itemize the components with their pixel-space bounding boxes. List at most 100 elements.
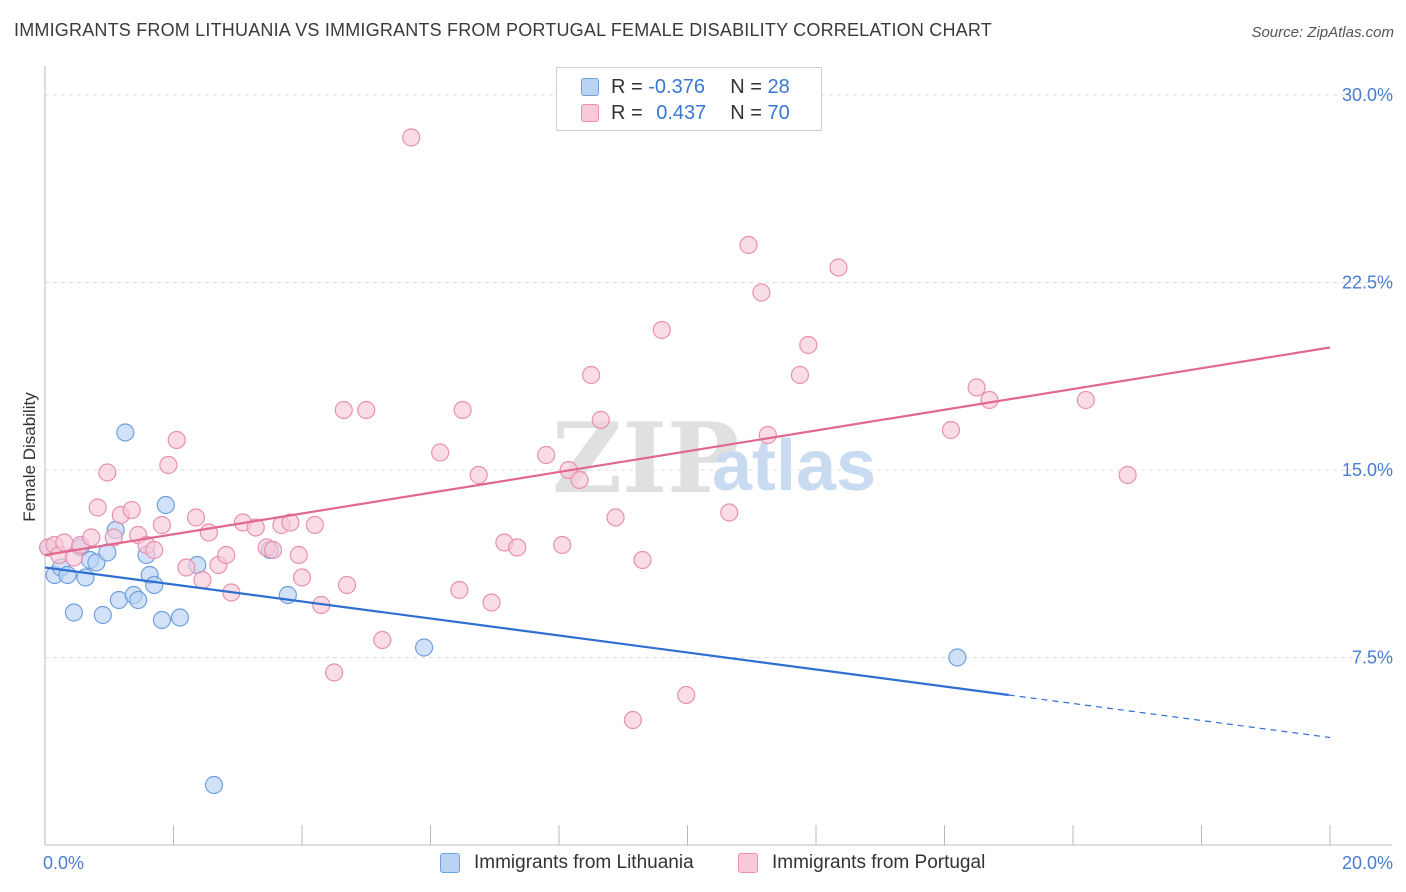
portugal-point [967, 378, 986, 397]
lithuania-point [64, 603, 84, 622]
y-tick-label: 22.5% [1342, 273, 1393, 293]
watermark-atlas: atlas [712, 426, 876, 506]
y-tick-label: 7.5% [1352, 648, 1393, 668]
portugal-point [263, 540, 283, 560]
portugal-point [217, 545, 236, 565]
r-label: R = [611, 75, 649, 98]
gridlines [45, 94, 1392, 658]
portugal-point [145, 540, 164, 560]
lithuania-point [116, 423, 135, 442]
portugal-point [373, 630, 392, 650]
legend-label: Immigrants from Lithuania [474, 852, 694, 873]
legend-item-portugal: Immigrants from Portugal [738, 852, 985, 874]
portugal-point [720, 503, 739, 522]
portugal-point [941, 420, 961, 440]
x-tick-label: 20.0% [1342, 853, 1393, 873]
portugal-point [177, 558, 196, 577]
portugal-point [980, 390, 999, 410]
portugal-point [431, 443, 450, 462]
stats-row-portugal: R = 0.437 N = 70 [581, 101, 790, 125]
n-value: 28 [767, 75, 790, 98]
lithuania-point [156, 495, 175, 515]
portugal-point [402, 128, 421, 147]
axes [44, 66, 1392, 846]
portugal-point [829, 258, 848, 277]
portugal-point [450, 580, 469, 600]
portugal-point [167, 430, 186, 450]
portugal-point [88, 498, 107, 517]
portugal-point [152, 515, 172, 535]
portugal-point [553, 535, 572, 555]
portugal-point [357, 400, 376, 420]
legend-item-lithuania: Immigrants from Lithuania [440, 852, 694, 874]
x-tick-label: 0.0% [43, 853, 84, 873]
n-value: 70 [767, 101, 790, 124]
lithuania-point [152, 610, 172, 630]
portugal-point [104, 528, 123, 547]
portugal-point [159, 455, 178, 475]
lithuania-legend-swatch [440, 853, 460, 873]
y-tick-label: 30.0% [1342, 85, 1393, 105]
portugal-point [281, 513, 300, 532]
stats-legend: R = -0.376 N = 28 R = 0.437 N = 70 [556, 67, 822, 131]
lithuania-point [204, 775, 224, 795]
r-label: R = [611, 101, 649, 124]
portugal-point [606, 508, 625, 527]
lithuania-point [948, 648, 967, 667]
legend-label: Immigrants from Portugal [772, 852, 986, 873]
portugal-point [652, 320, 671, 340]
portugal-point [82, 528, 101, 547]
portugal-point [758, 425, 777, 445]
portugal-point [739, 235, 758, 255]
portugal-point [334, 400, 353, 420]
portugal-point [55, 533, 74, 552]
chart-title: IMMIGRANTS FROM LITHUANIA VS IMMIGRANTS … [14, 20, 992, 40]
lithuania-swatch [581, 78, 599, 96]
y-axis-label: Female Disability [20, 392, 39, 522]
portugal-point [186, 508, 206, 527]
lithuania-point [414, 638, 434, 657]
portugal-swatch [581, 104, 599, 122]
portugal-point [482, 593, 501, 612]
stats-row-lithuania: R = -0.376 N = 28 [581, 75, 790, 99]
source-credit: Source: ZipAtlas.com [1251, 24, 1394, 41]
portugal-point [1118, 465, 1137, 485]
portugal-point [305, 515, 324, 535]
portugal-trend-line [44, 346, 1331, 557]
n-label: N = [730, 101, 768, 124]
portugal-point [799, 335, 818, 355]
y-tick-labels: 7.5% 15.0% 22.5% 30.0% [1342, 85, 1393, 668]
portugal-point [582, 365, 601, 385]
portugal-point [623, 710, 642, 730]
portugal-point [1076, 390, 1095, 410]
portugal-point [591, 410, 610, 430]
portugal-point [508, 538, 527, 557]
lithuania-trend-extension [1008, 694, 1331, 739]
lithuania-point [129, 590, 148, 610]
portugal-point [537, 445, 556, 465]
lithuania-point [145, 575, 164, 595]
portugal-point [193, 570, 212, 590]
portugal-point [633, 550, 652, 570]
portugal-point [289, 545, 308, 565]
portugal-point [752, 283, 771, 302]
portugal-point [453, 400, 472, 420]
portugal-legend-swatch [738, 853, 758, 873]
portugal-point [98, 463, 117, 482]
portugal-point [677, 685, 696, 705]
portugal-point [570, 470, 589, 490]
portugal-point [337, 575, 357, 595]
portugal-point [122, 500, 141, 520]
lithuania-point [93, 605, 112, 625]
portugal-point [469, 465, 488, 485]
portugal-point [325, 663, 344, 682]
lithuania-trend-line [44, 566, 1009, 697]
trend-lines [44, 346, 1331, 739]
lithuania-point [170, 608, 190, 627]
y-tick-label: 15.0% [1342, 460, 1393, 480]
series-portugal-points [39, 128, 1137, 730]
r-value: 0.437 [656, 101, 707, 124]
portugal-point [246, 518, 265, 537]
r-value: -0.376 [648, 75, 705, 98]
